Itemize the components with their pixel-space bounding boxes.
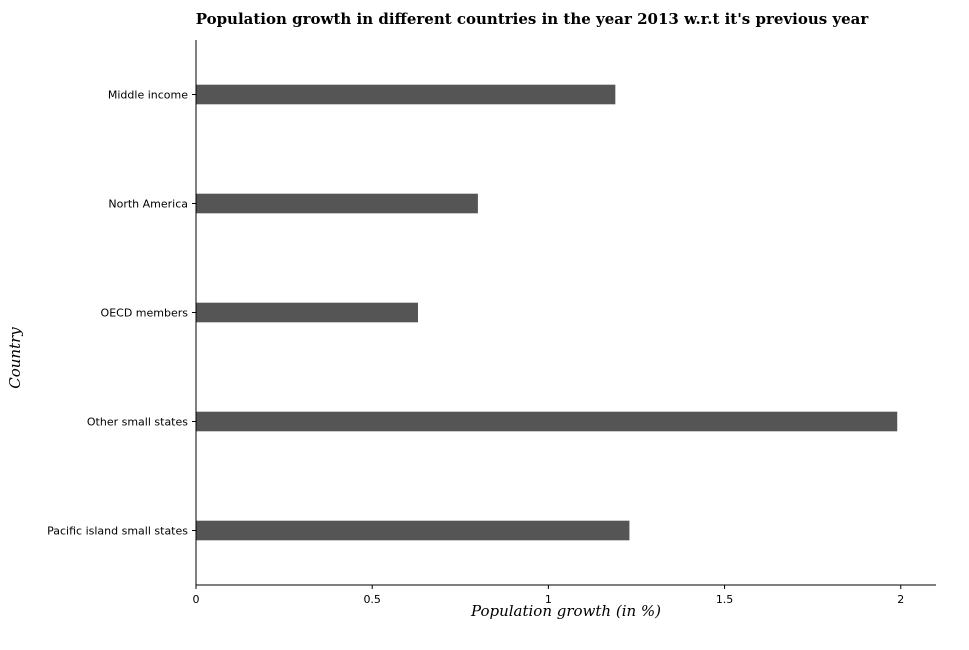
bar-pacific-island-small-states [196, 520, 630, 541]
bar-middle-income [196, 84, 616, 105]
bar-other-small-states [196, 411, 898, 432]
y-tick-label: Pacific island small states [47, 525, 188, 538]
y-tick-label: North America [108, 198, 188, 211]
y-tick-label: Other small states [87, 416, 188, 429]
x-tick-label: 0.5 [363, 593, 381, 606]
x-tick-label: 0 [193, 593, 200, 606]
x-tick-label: 1 [545, 593, 552, 606]
chart-title: Population growth in different countries… [196, 10, 870, 28]
y-axis-label: Country [6, 327, 24, 389]
bar-north-america [196, 193, 478, 214]
y-tick-label: Middle income [108, 89, 188, 102]
y-tick-label: OECD members [101, 307, 189, 320]
bars-group [196, 84, 898, 541]
x-axis-label: Population growth (in %) [470, 602, 661, 620]
x-tick-label: 1.5 [716, 593, 734, 606]
bar-oecd-members [196, 302, 418, 323]
axes-group: Middle income North America OECD members Ot… [47, 40, 936, 606]
x-tick-label: 2 [897, 593, 904, 606]
